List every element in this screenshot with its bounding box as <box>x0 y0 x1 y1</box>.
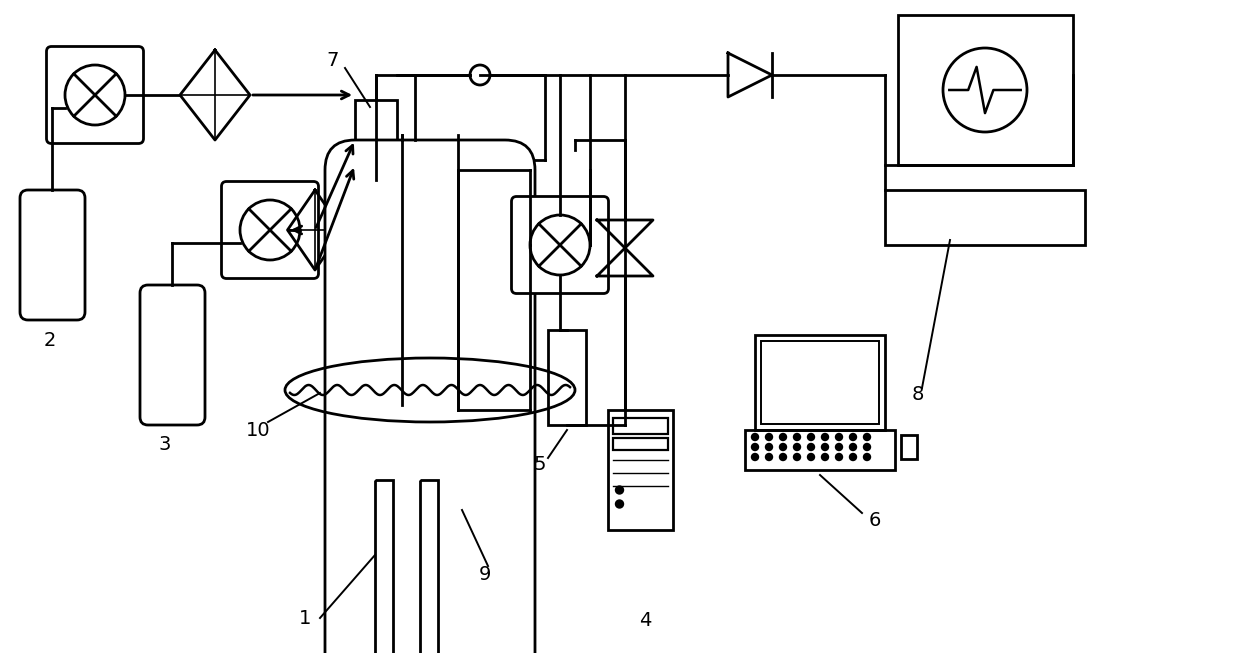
Circle shape <box>807 434 815 441</box>
Circle shape <box>849 434 857 441</box>
FancyBboxPatch shape <box>511 197 609 293</box>
Bar <box>355 100 397 180</box>
Circle shape <box>751 443 759 451</box>
Circle shape <box>807 453 815 460</box>
Circle shape <box>849 453 857 460</box>
Circle shape <box>751 453 759 460</box>
Bar <box>613 418 667 434</box>
Text: 7: 7 <box>327 50 340 69</box>
Circle shape <box>836 434 842 441</box>
Circle shape <box>794 443 801 451</box>
Circle shape <box>863 443 870 451</box>
Text: 1: 1 <box>299 609 311 628</box>
Bar <box>761 341 879 424</box>
Bar <box>885 190 1085 245</box>
Circle shape <box>849 443 857 451</box>
Circle shape <box>863 453 870 460</box>
Circle shape <box>751 434 759 441</box>
Bar <box>420 480 438 653</box>
Circle shape <box>863 434 870 441</box>
Text: 3: 3 <box>159 436 171 454</box>
Circle shape <box>765 434 773 441</box>
FancyBboxPatch shape <box>325 140 534 653</box>
Bar <box>898 15 1073 165</box>
Circle shape <box>615 500 624 508</box>
Circle shape <box>780 434 786 441</box>
Text: 8: 8 <box>911 385 924 404</box>
FancyBboxPatch shape <box>140 285 205 425</box>
FancyBboxPatch shape <box>222 182 319 278</box>
Circle shape <box>821 434 828 441</box>
Bar <box>374 480 393 653</box>
Bar <box>613 438 667 450</box>
Text: 2: 2 <box>43 330 56 349</box>
Text: 10: 10 <box>246 421 270 439</box>
Bar <box>755 335 885 430</box>
Bar <box>548 330 587 425</box>
Circle shape <box>780 453 786 460</box>
Bar <box>608 410 672 530</box>
Text: 5: 5 <box>533 456 547 475</box>
Circle shape <box>821 453 828 460</box>
Text: 9: 9 <box>479 565 491 584</box>
Bar <box>745 430 895 470</box>
Text: 6: 6 <box>869 511 882 530</box>
Circle shape <box>821 443 828 451</box>
FancyBboxPatch shape <box>47 46 144 144</box>
Circle shape <box>836 453 842 460</box>
Circle shape <box>807 443 815 451</box>
Circle shape <box>794 434 801 441</box>
Circle shape <box>765 453 773 460</box>
Circle shape <box>780 443 786 451</box>
Bar <box>901 435 918 459</box>
Circle shape <box>794 453 801 460</box>
FancyBboxPatch shape <box>20 190 86 320</box>
Text: 4: 4 <box>639 611 651 629</box>
Circle shape <box>836 443 842 451</box>
Circle shape <box>615 486 624 494</box>
Circle shape <box>765 443 773 451</box>
